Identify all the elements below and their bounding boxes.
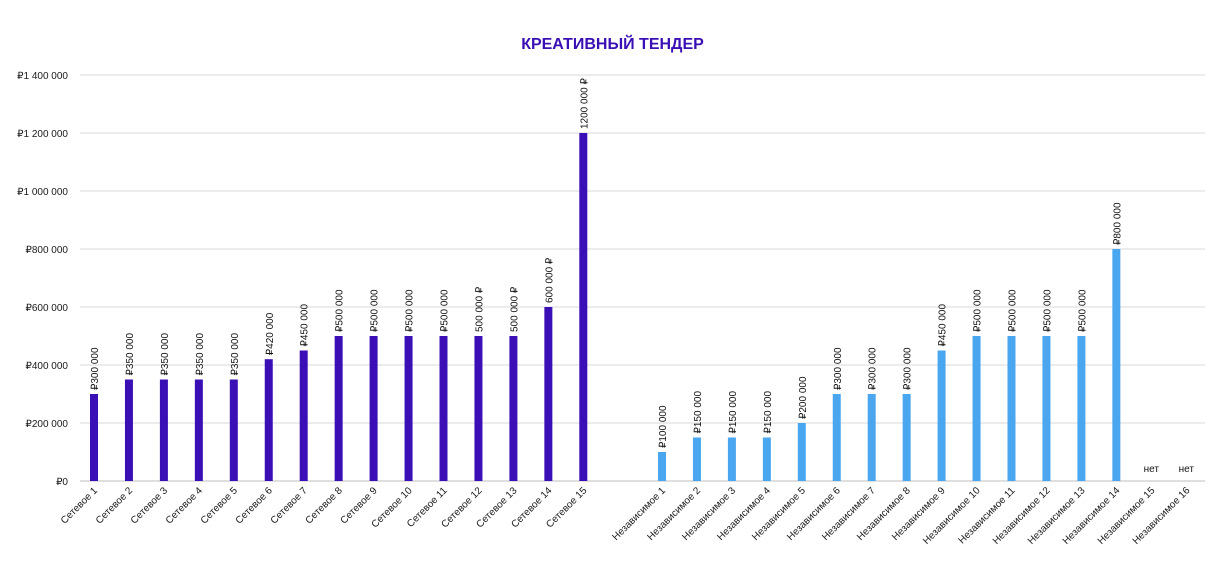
data-label: ₽500 000 [335,289,346,332]
data-label: ₽350 000 [230,333,241,376]
bar [159,379,168,481]
bar [369,336,378,481]
y-tick-label: ₽1 400 000 [17,71,68,82]
y-tick-label: ₽1 000 000 [17,187,68,198]
bar [474,336,483,481]
data-label: 500 000 ₽ [509,286,520,332]
bar [544,307,553,481]
data-label: ₽300 000 [833,347,844,390]
bar [692,437,701,481]
bar [334,336,343,481]
bar [727,437,736,481]
bar [509,336,518,481]
data-label: ₽300 000 [868,347,879,390]
data-label: ₽350 000 [195,333,206,376]
data-label: 500 000 ₽ [474,286,485,332]
bar [1042,336,1051,481]
data-label: 600 000 ₽ [544,257,555,303]
bar [1112,249,1121,481]
y-tick-label: ₽800 000 [25,245,68,256]
bar [1077,336,1086,481]
data-label: ₽500 000 [370,289,381,332]
bar [797,423,806,481]
bar [937,350,946,481]
bar [264,359,273,481]
y-tick-label: ₽400 000 [25,361,68,372]
y-tick-label: ₽600 000 [25,303,68,314]
y-tick-label: ₽200 000 [25,419,68,430]
bar [229,379,238,481]
bar [124,379,133,481]
data-label: ₽500 000 [1008,289,1019,332]
data-label: ₽300 000 [90,347,101,390]
y-tick-label: ₽0 [56,477,68,488]
data-label: ₽500 000 [973,289,984,332]
data-label: 1200 000 ₽ [579,78,590,129]
data-label: ₽500 000 [1042,289,1053,332]
data-label: ₽350 000 [160,333,171,376]
data-label: ₽100 000 [658,405,669,448]
data-label: ₽200 000 [798,376,809,419]
data-label: ₽500 000 [1077,289,1088,332]
data-label: нет [1179,464,1195,475]
bar [1007,336,1016,481]
data-label: ₽500 000 [440,289,451,332]
data-label: ₽300 000 [903,347,914,390]
data-label: ₽150 000 [693,391,704,434]
bar [972,336,981,481]
data-label: ₽800 000 [1112,202,1123,245]
bar [867,394,876,481]
data-label: ₽350 000 [125,333,136,376]
y-tick-label: ₽1 200 000 [17,129,68,140]
chart-title: КРЕАТИВНЫЙ ТЕНДЕР [521,36,704,53]
bar [90,394,98,481]
bar [439,336,448,481]
data-label: нет [1144,464,1160,475]
data-label: ₽420 000 [265,312,276,355]
data-label: ₽500 000 [405,289,416,332]
bar [658,452,666,481]
bar [194,379,203,481]
bar [902,394,911,481]
data-label: ₽150 000 [728,391,739,434]
bar [299,350,308,481]
data-label: ₽450 000 [300,304,311,347]
bar [579,133,588,481]
bar [762,437,771,481]
bar [404,336,413,481]
bar [832,394,841,481]
data-label: ₽150 000 [763,391,774,434]
data-label: ₽450 000 [938,304,949,347]
